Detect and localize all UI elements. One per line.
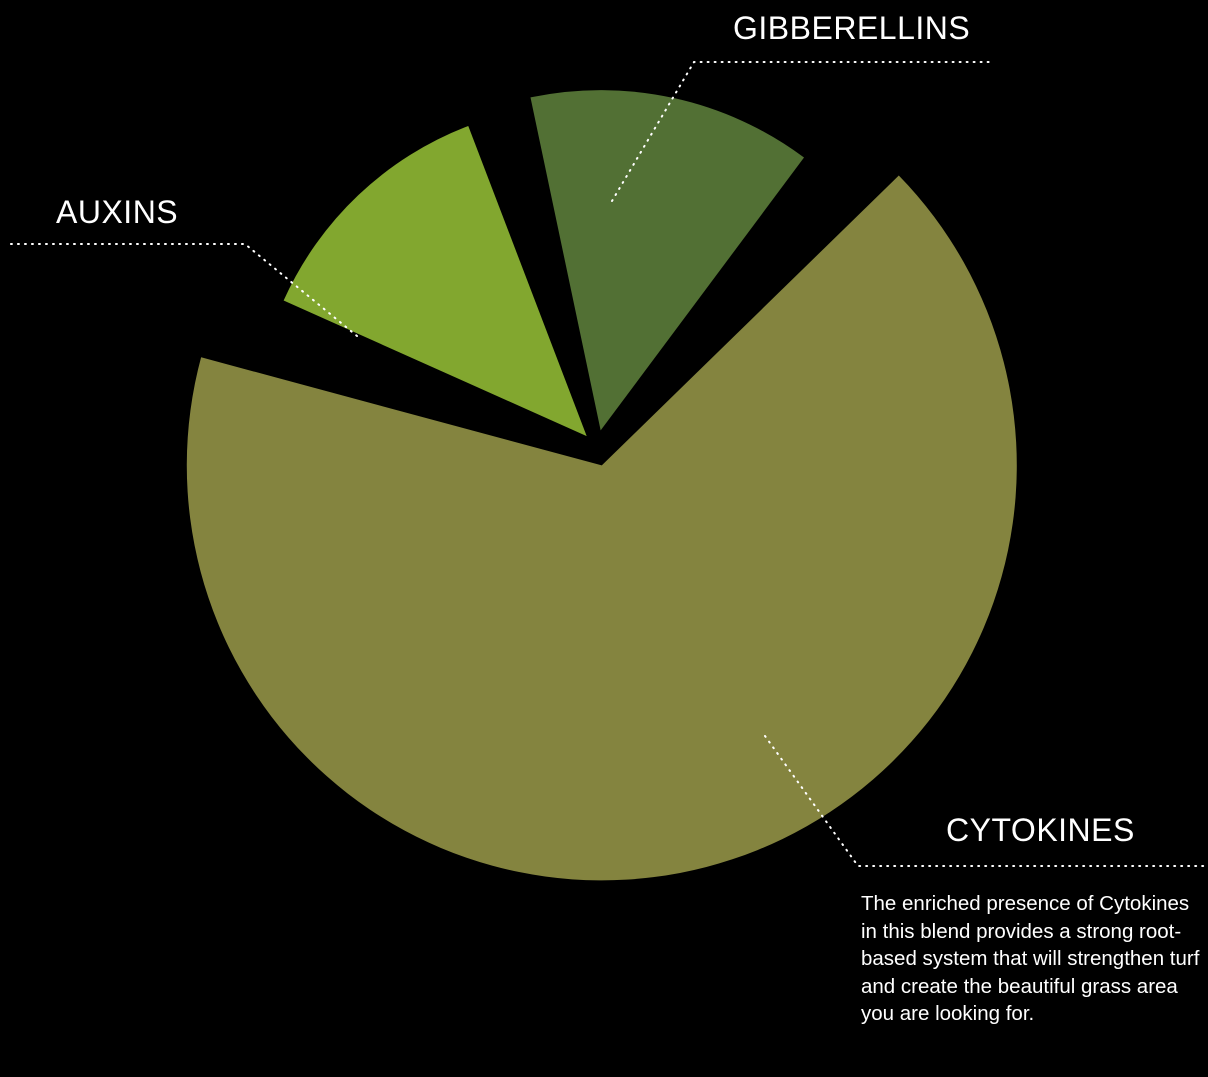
cytokines-description: The enriched presence of Cytokines in th… bbox=[861, 892, 1200, 1025]
pie-slice-cytokines bbox=[186, 175, 1017, 881]
slice-label-auxins: AUXINS bbox=[56, 194, 179, 230]
leader-line-gibberellins bbox=[611, 61, 991, 202]
slice-label-cytokines: CYTOKINES bbox=[946, 812, 1135, 848]
leader-line-auxins bbox=[9, 243, 358, 337]
pie-slice-gibberellins bbox=[530, 90, 805, 431]
leader-line-cytokines bbox=[764, 735, 1206, 867]
slice-label-gibberellins: GIBBERELLINS bbox=[733, 10, 971, 46]
pie-slice-auxins bbox=[283, 125, 587, 437]
pie-slices bbox=[186, 90, 1017, 881]
leader-lines bbox=[9, 61, 1206, 867]
